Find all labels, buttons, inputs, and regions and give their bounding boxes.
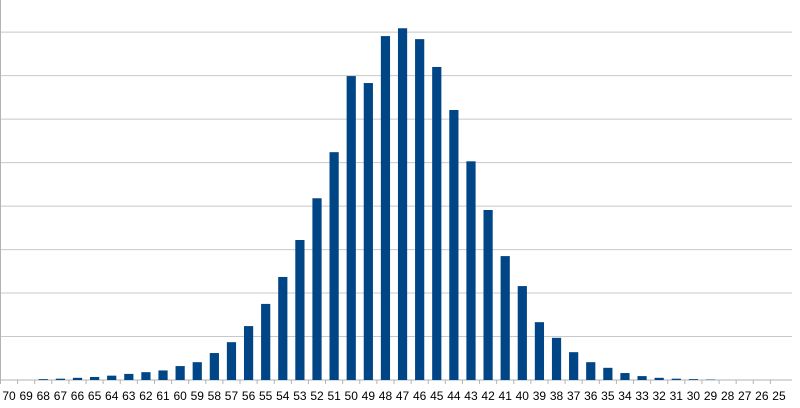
x-tick-label: 43 — [464, 389, 478, 403]
x-tick-label: 45 — [430, 389, 444, 403]
x-tick-label: 26 — [755, 389, 769, 403]
bar — [449, 110, 459, 380]
bar — [158, 370, 168, 380]
x-tick-label: 32 — [653, 389, 667, 403]
bar — [226, 342, 237, 380]
x-tick-label: 34 — [618, 389, 632, 403]
x-tick-label: 60 — [173, 389, 187, 403]
x-tick-label: 46 — [413, 389, 427, 403]
bar — [637, 376, 647, 380]
x-tick-label: 36 — [584, 389, 598, 403]
bar — [688, 379, 699, 380]
x-tick-label: 56 — [242, 389, 256, 403]
x-tick-label: 44 — [447, 389, 461, 403]
x-tick-label: 38 — [550, 389, 564, 403]
bar — [415, 39, 425, 381]
x-tick-label: 25 — [772, 389, 786, 403]
x-tick-label: 54 — [276, 389, 290, 403]
x-tick-label: 42 — [481, 389, 495, 403]
bar — [397, 28, 408, 381]
bar — [363, 83, 373, 380]
bar — [295, 240, 305, 380]
bar — [466, 161, 476, 380]
bar — [89, 376, 100, 380]
bar — [175, 366, 185, 380]
x-tick-label: 33 — [635, 389, 649, 403]
x-tick-label: 30 — [687, 389, 701, 403]
x-tick-label: 39 — [533, 389, 547, 403]
x-tick-label: 67 — [54, 389, 68, 403]
x-tick-label: 68 — [37, 389, 51, 403]
bar — [569, 352, 579, 380]
x-tick-label: 51 — [327, 389, 341, 403]
x-tick-label: 27 — [738, 389, 752, 403]
bar — [55, 378, 65, 380]
x-tick-label: 57 — [225, 389, 239, 403]
x-tick-label: 49 — [362, 389, 376, 403]
bar — [278, 276, 288, 380]
bar — [38, 379, 48, 380]
x-tick-label: 69 — [19, 389, 33, 403]
bar — [483, 210, 493, 380]
x-tick-label: 65 — [88, 389, 102, 403]
x-tick-label: 62 — [139, 389, 153, 403]
bar — [329, 152, 339, 380]
bar — [534, 322, 545, 380]
bar — [603, 367, 613, 380]
bar — [586, 362, 596, 380]
bar — [517, 286, 527, 380]
bar — [380, 36, 391, 381]
bar — [261, 303, 271, 380]
bar — [620, 373, 630, 380]
bar — [432, 66, 442, 381]
x-tick-label: 58 — [208, 389, 222, 403]
x-tick-label: 70 — [2, 389, 16, 403]
x-tick-label: 35 — [601, 389, 615, 403]
bar — [124, 373, 134, 380]
x-tick-label: 41 — [499, 389, 513, 403]
x-tick-label: 61 — [156, 389, 170, 403]
bar — [209, 353, 219, 380]
bar — [346, 76, 356, 380]
x-tick-label: 31 — [670, 389, 684, 403]
bar — [72, 377, 83, 380]
x-tick-label: 28 — [721, 389, 735, 403]
bar — [551, 337, 562, 380]
bar — [243, 326, 254, 380]
x-tick-label: 48 — [379, 389, 393, 403]
x-tick-label: 53 — [293, 389, 307, 403]
bar — [671, 378, 681, 380]
x-tick-label: 63 — [122, 389, 136, 403]
x-tick-label: 66 — [71, 389, 85, 403]
x-tick-label: 40 — [516, 389, 530, 403]
x-tick-label: 29 — [704, 389, 718, 403]
bar — [500, 256, 510, 380]
x-tick-label: 37 — [567, 389, 581, 403]
x-tick-label: 55 — [259, 389, 273, 403]
bar — [141, 372, 151, 380]
x-tick-label: 47 — [396, 389, 410, 403]
bar — [192, 362, 202, 380]
x-tick-label: 52 — [310, 389, 324, 403]
x-tick-label: 64 — [105, 389, 119, 403]
x-tick-label: 50 — [345, 389, 359, 403]
bar — [312, 198, 322, 380]
bar — [654, 377, 664, 380]
x-tick-label: 59 — [191, 389, 205, 403]
bar — [107, 375, 117, 380]
